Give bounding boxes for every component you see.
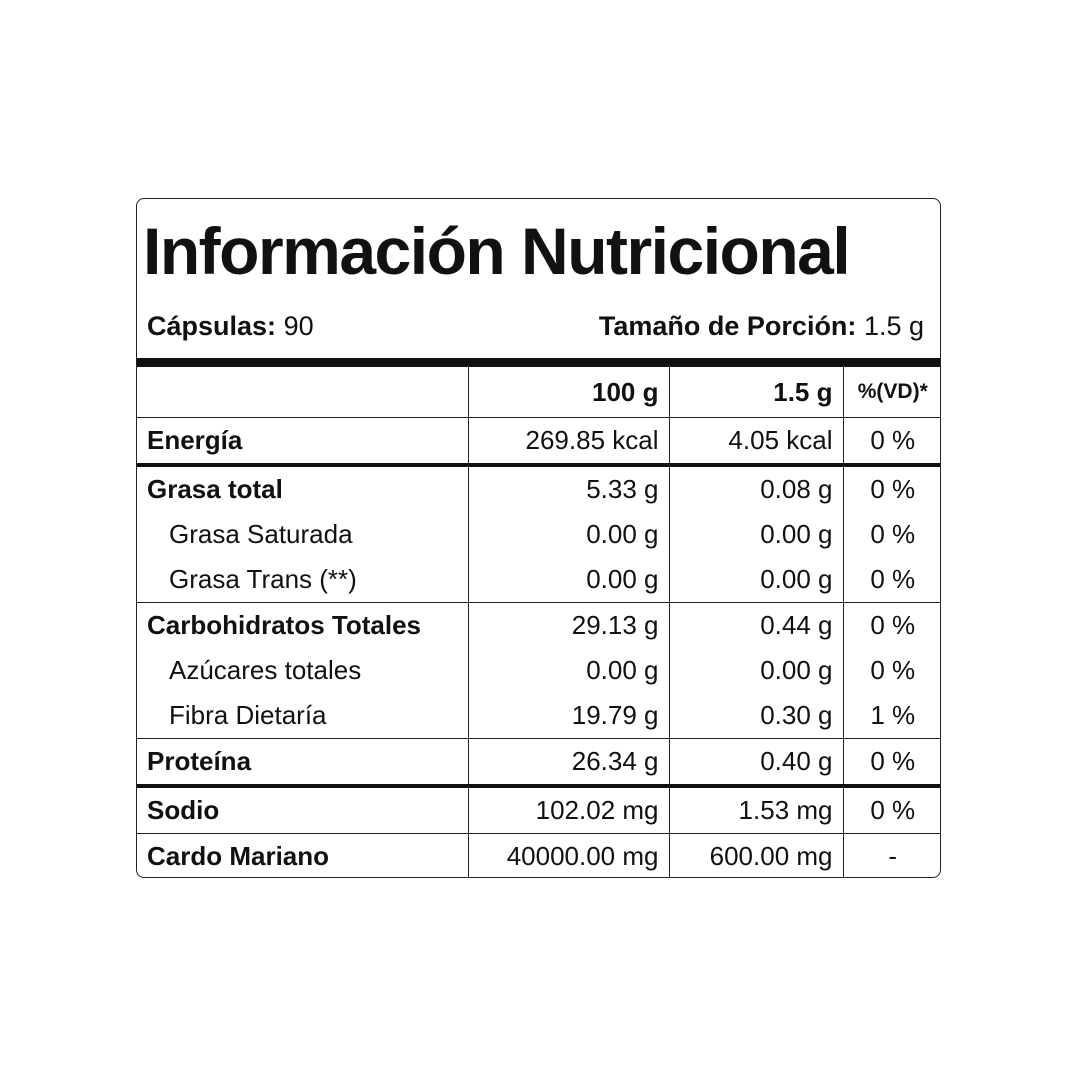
divider-thick — [137, 358, 940, 367]
value-per-serving: 0.00 g — [668, 648, 843, 693]
daily-value-percent: 0 % — [842, 786, 940, 834]
nutrient-name: Sodio — [137, 786, 468, 834]
daily-value-percent: 0 % — [842, 648, 940, 693]
header-daily-value: %(VD)* — [842, 367, 940, 418]
nutrient-name: Fibra Dietaría — [137, 693, 468, 739]
daily-value-percent: 0 % — [842, 512, 940, 557]
nutrient-name: Proteína — [137, 738, 468, 788]
value-per-serving: 0.30 g — [668, 693, 843, 739]
value-per-100g: 5.33 g — [467, 465, 669, 512]
daily-value-percent: 0 % — [842, 557, 940, 603]
value-per-serving: 0.00 g — [668, 512, 843, 557]
header-per-100g: 100 g — [467, 367, 669, 418]
serving-size-info: Tamaño de Porción: 1.5 g — [599, 311, 924, 342]
value-per-100g: 19.79 g — [467, 693, 669, 739]
nutrition-label: Información Nutricional Cápsulas: 90 Tam… — [136, 198, 941, 878]
value-per-100g: 29.13 g — [467, 602, 669, 648]
nutrition-table: 100 g 1.5 g %(VD)* Energía 269.85 kcal 4.0… — [137, 367, 940, 877]
daily-value-percent: 0 % — [842, 602, 940, 648]
table-row: Cardo Mariano 40000.00 mg 600.00 mg - — [137, 833, 940, 877]
nutrient-name: Carbohidratos Totales — [147, 610, 422, 640]
nutrient-name: Grasa Saturada — [169, 519, 353, 549]
value-per-serving: 0.00 g — [668, 557, 843, 603]
nutrient-name: Azúcares totales — [169, 655, 362, 685]
label-title: Información Nutricional — [143, 214, 851, 288]
serving-label: Tamaño de Porción: — [598, 311, 857, 341]
capsules-info: Cápsulas: 90 — [147, 311, 314, 342]
value-per-100g: 102.02 mg — [467, 786, 669, 834]
nutrient-name: Grasa Trans (**) — [137, 557, 468, 603]
header-per-serving: 1.5 g — [668, 367, 843, 418]
capsules-value: 90 — [283, 311, 314, 341]
daily-value-percent: - — [842, 833, 940, 877]
daily-value-percent: 1 % — [842, 693, 940, 739]
nutrient-name: Grasa total — [147, 474, 283, 504]
daily-value-percent: 0 % — [842, 738, 940, 788]
value-per-100g: 269.85 kcal — [467, 417, 669, 467]
value-per-100g: 0.00 g — [467, 512, 669, 557]
value-per-serving: 0.40 g — [668, 738, 843, 788]
table-row: Sodio 102.02 mg 1.53 mg 0 % — [137, 786, 940, 834]
value-per-100g: 0.00 g — [467, 648, 669, 693]
value-per-serving: 0.08 g — [668, 465, 843, 512]
capsules-label: Cápsulas: — [147, 311, 277, 341]
daily-value-percent: 0 % — [842, 417, 940, 467]
daily-value-percent: 0 % — [842, 465, 940, 512]
nutrient-name: Energía — [137, 417, 468, 467]
nutrient-name: Cardo Mariano — [147, 841, 330, 871]
header-nutrient — [137, 367, 468, 418]
value-per-100g: 0.00 g — [467, 557, 669, 603]
value-per-100g: 26.34 g — [467, 738, 669, 788]
value-per-serving: 600.00 mg — [668, 833, 843, 877]
table-header: 100 g 1.5 g %(VD)* — [137, 367, 940, 418]
value-per-serving: 0.44 g — [668, 602, 843, 648]
serving-value: 1.5 g — [863, 311, 924, 341]
value-per-serving: 4.05 kcal — [668, 417, 843, 467]
value-per-serving: 1.53 mg — [668, 786, 843, 834]
table-row: Energía 269.85 kcal 4.05 kcal 0 % — [137, 417, 940, 467]
value-per-100g: 40000.00 mg — [467, 833, 669, 877]
